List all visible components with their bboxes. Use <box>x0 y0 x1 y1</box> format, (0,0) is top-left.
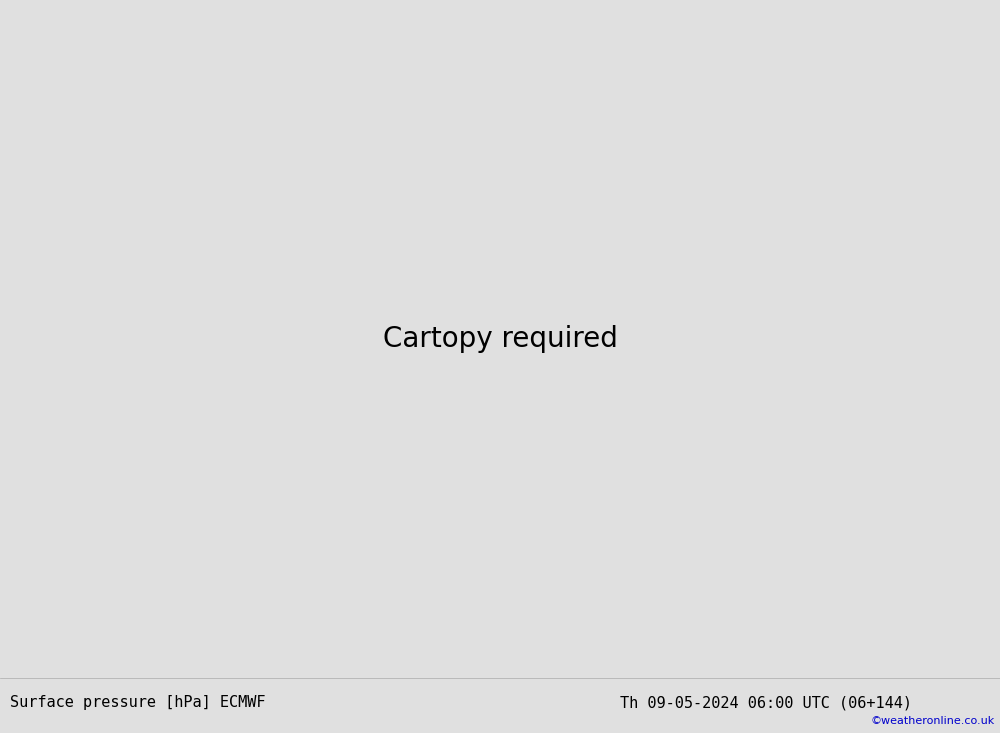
Text: Th 09-05-2024 06:00 UTC (06+144): Th 09-05-2024 06:00 UTC (06+144) <box>620 696 912 710</box>
Text: Surface pressure [hPa] ECMWF: Surface pressure [hPa] ECMWF <box>10 696 266 710</box>
Text: ©weatheronline.co.uk: ©weatheronline.co.uk <box>870 716 994 726</box>
Text: Cartopy required: Cartopy required <box>383 325 617 353</box>
